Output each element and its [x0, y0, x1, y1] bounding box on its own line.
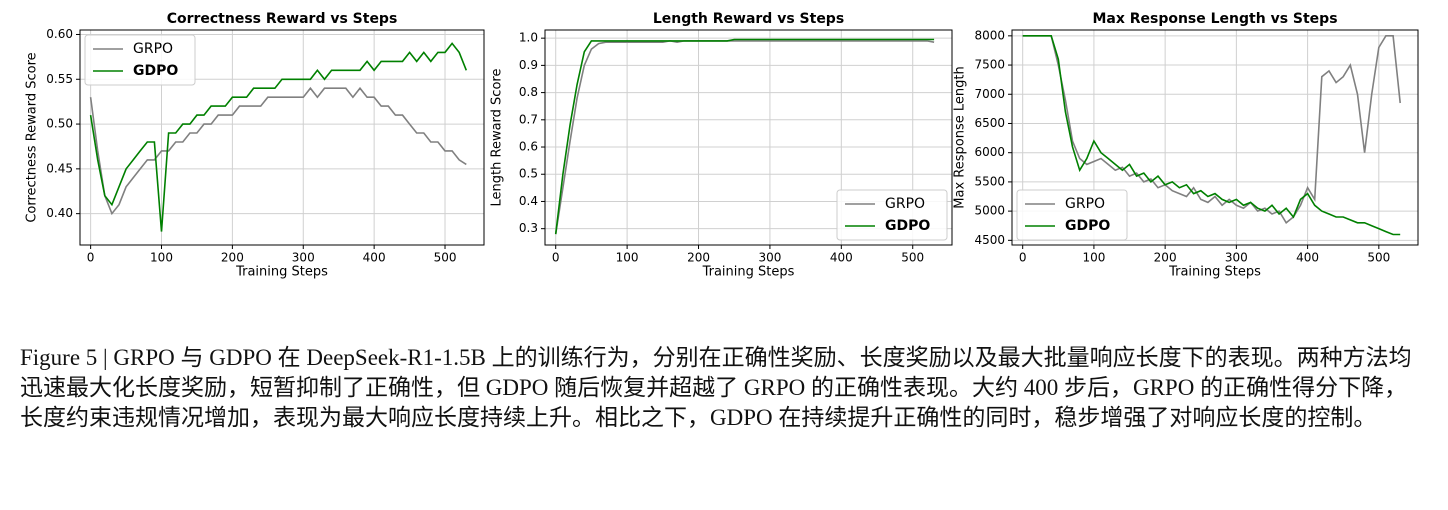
y-tick-label: 5000: [974, 204, 1005, 218]
chart-title: Max Response Length vs Steps: [1092, 11, 1337, 27]
series-line: [1022, 35, 1401, 224]
y-axis-label: Max Response Length: [953, 66, 968, 208]
x-tick-label: 300: [1225, 251, 1248, 265]
y-tick-label: 0.7: [519, 112, 538, 126]
legend-label: GRPO: [133, 41, 173, 57]
series-line: [554, 40, 935, 235]
y-tick-label: 6000: [974, 145, 1005, 159]
x-tick-label: 200: [687, 251, 710, 265]
x-tick-label: 400: [830, 251, 853, 265]
chart-title: Length Reward vs Steps: [653, 11, 844, 27]
legend-box: [836, 189, 948, 241]
legend-label: GRPO: [885, 196, 925, 212]
x-tick-label: 0: [1019, 251, 1027, 265]
y-tick-label: 0.3: [519, 221, 538, 235]
y-tick-label: 0.60: [46, 27, 73, 41]
y-tick-label: 5500: [974, 174, 1005, 188]
y-tick-label: 0.50: [46, 117, 73, 131]
legend: GRPO GDPO: [836, 189, 948, 241]
figure: Correctness Reward vs Steps0.400.450.500…: [25, 11, 1419, 280]
x-tick-label: 300: [292, 251, 315, 265]
legend-box: [84, 34, 196, 86]
y-tick-label: 0.9: [519, 58, 538, 72]
x-tick-label: 0: [552, 251, 560, 265]
x-tick-label: 400: [363, 251, 386, 265]
y-tick-label: 0.40: [46, 206, 73, 220]
y-axis-label: Length Reward Score: [490, 69, 505, 207]
y-tick-label: 0.55: [46, 72, 73, 86]
y-tick-label: 1.0: [519, 31, 538, 45]
x-tick-label: 0: [87, 251, 95, 265]
x-tick-label: 200: [221, 251, 244, 265]
series-line: [89, 42, 468, 232]
series-line: [1022, 35, 1401, 236]
plot-frame: [79, 29, 485, 246]
y-tick-label: 7000: [974, 87, 1005, 101]
x-tick-label: 200: [1154, 251, 1177, 265]
y-tick-label: 0.4: [519, 194, 538, 208]
x-tick-label: 100: [1082, 251, 1105, 265]
legend-box: [1016, 189, 1128, 241]
x-axis-label: Training Steps: [235, 265, 328, 280]
y-axis-label: Correctness Reward Score: [25, 52, 40, 222]
y-tick-label: 4500: [974, 233, 1005, 247]
x-axis-label: Training Steps: [1168, 265, 1261, 280]
x-tick-label: 400: [1296, 251, 1319, 265]
legend-label: GDPO: [133, 63, 178, 79]
legend-label: GDPO: [1065, 218, 1110, 234]
legend-label: GDPO: [885, 218, 930, 234]
plot-frame: [1011, 29, 1419, 246]
legend-label: GRPO: [1065, 196, 1105, 212]
legend: GRPO GDPO: [1016, 189, 1128, 241]
y-tick-label: 7500: [974, 58, 1005, 72]
x-axis-label: Training Steps: [702, 265, 795, 280]
x-tick-label: 500: [1367, 251, 1390, 265]
x-tick-label: 500: [434, 251, 457, 265]
series-line: [554, 38, 935, 235]
x-tick-label: 500: [901, 251, 924, 265]
y-tick-label: 0.45: [46, 161, 73, 175]
x-tick-label: 100: [150, 251, 173, 265]
y-tick-label: 0.8: [519, 85, 538, 99]
plot-frame: [544, 29, 953, 246]
y-tick-label: 8000: [974, 28, 1005, 42]
legend: GRPO GDPO: [84, 34, 196, 86]
caption: Figure 5 | GRPO 与 GDPO 在 DeepSeek-R1-1.5…: [20, 345, 1412, 430]
y-tick-label: 6500: [974, 116, 1005, 130]
chart-title: Correctness Reward vs Steps: [167, 11, 398, 27]
y-tick-label: 0.5: [519, 167, 538, 181]
x-tick-label: 300: [758, 251, 781, 265]
series-line: [89, 86, 467, 216]
y-tick-label: 0.6: [519, 140, 538, 154]
x-tick-label: 100: [616, 251, 639, 265]
